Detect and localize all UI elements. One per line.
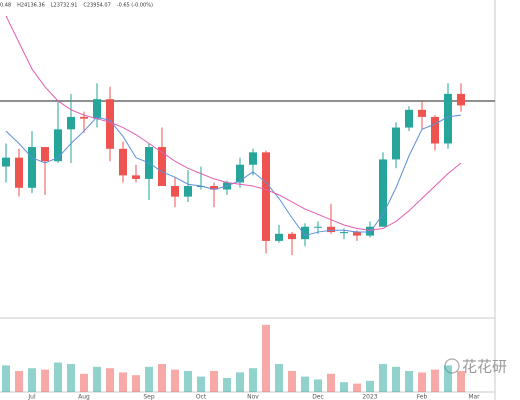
candle-body (119, 148, 127, 176)
candle-body (184, 186, 192, 197)
volume-bar (457, 371, 465, 392)
volume-bar (15, 371, 23, 392)
candle-body (314, 226, 322, 228)
volume-bar (431, 369, 439, 392)
volume-bar (132, 375, 140, 392)
x-tick-label: 2023 (362, 394, 377, 400)
candle-body (262, 152, 270, 241)
volume-bar (80, 373, 88, 392)
candle-body (405, 109, 413, 128)
x-tick-label: Aug (78, 394, 90, 400)
x-tick-label: Jul (27, 394, 36, 400)
volume-bar (392, 366, 400, 392)
header-item: 0.48 (0, 3, 11, 9)
candle-body (301, 226, 309, 240)
x-tick-label: Oct (196, 394, 207, 400)
volume-bar (275, 364, 283, 392)
volume-bar (314, 379, 322, 392)
candle-body (392, 127, 400, 160)
volume-bar (379, 364, 387, 392)
header-item: C23954.07 (83, 3, 110, 9)
candle-body (54, 129, 62, 162)
volume-bar (366, 380, 374, 392)
candle-body (418, 109, 426, 117)
candle-body (353, 232, 361, 236)
candle-body (41, 147, 49, 162)
volume-bar (145, 366, 153, 392)
candle-body (210, 186, 218, 190)
x-tick-label: Nov (247, 394, 259, 400)
candle-body (275, 233, 283, 241)
candle-body (327, 226, 335, 233)
candle-body (379, 159, 387, 227)
header-item: L23732.91 (51, 3, 78, 9)
candle-body (106, 99, 114, 149)
candle-body (93, 99, 101, 119)
watermark: 花花研 (462, 358, 507, 376)
volume-bar (353, 383, 361, 392)
candle-body (431, 116, 439, 144)
candle-body (15, 157, 23, 188)
candle-body (444, 93, 452, 144)
volume-bar (301, 376, 309, 392)
volume-bar (405, 371, 413, 392)
volume-bar (93, 366, 101, 392)
volume-bar (54, 362, 62, 392)
volume-bar (41, 369, 49, 392)
volume-bar (223, 378, 231, 392)
volume-bar (184, 371, 192, 392)
x-tick-label: Dec (312, 394, 324, 400)
candle-body (67, 116, 75, 130)
volume-bar (106, 368, 114, 392)
volume-bar (2, 365, 10, 392)
candle-body (80, 116, 88, 119)
volume-bar (210, 371, 218, 392)
candle-body (457, 93, 465, 106)
volume-bar (327, 373, 335, 392)
volume-bar (262, 324, 270, 392)
candle-body (249, 152, 257, 165)
volume-bar (236, 372, 244, 392)
x-tick-label: Mar (468, 394, 480, 400)
volume-bar (171, 369, 179, 392)
volume-bar (28, 368, 36, 392)
volume-bar (158, 364, 166, 392)
candle-body (340, 232, 348, 234)
header-item: -0.65 (-0.00%) (117, 3, 153, 9)
candle-body (28, 147, 36, 188)
header-item: H24136.36 (17, 3, 45, 9)
candle-body (236, 164, 244, 183)
candle-body (288, 233, 296, 240)
candle-body (171, 186, 179, 197)
volume-bar (444, 365, 452, 392)
volume-bar (340, 382, 348, 392)
candle-body (158, 147, 166, 186)
candle-body (2, 157, 10, 167)
volume-bar (418, 372, 426, 392)
x-tick-label: Feb (417, 394, 428, 400)
ohlc-header: 0.48 H24136.36 L23732.91 C23954.07 -0.65 (-0… (0, 3, 153, 9)
candle-body (366, 226, 374, 236)
volume-bar (288, 371, 296, 392)
volume-bar (67, 364, 75, 392)
volume-bar (249, 368, 257, 392)
x-tick-label: Sep (143, 394, 155, 400)
volume-bar (197, 376, 205, 392)
moving-average (5, 15, 462, 231)
candle-body (132, 175, 140, 179)
volume-bar (119, 372, 127, 392)
